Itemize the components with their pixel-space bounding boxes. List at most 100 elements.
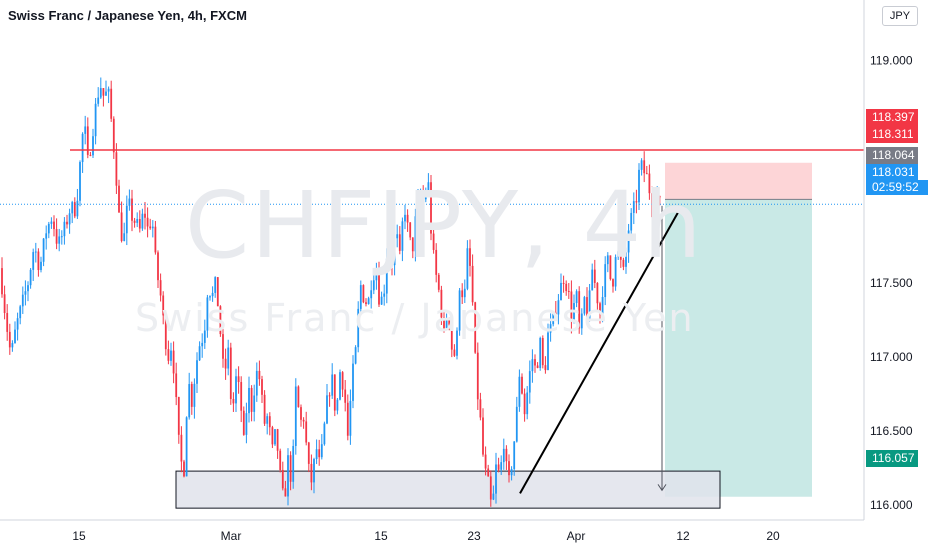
- candle-body-91: [237, 376, 240, 383]
- candle-body-42: [110, 88, 113, 119]
- candle-body-53: [138, 219, 141, 229]
- candle-body-30: [79, 162, 81, 201]
- last-price-tag: 118.064: [866, 147, 918, 164]
- candle-body-20: [53, 221, 55, 230]
- candle-body-63: [164, 315, 167, 350]
- candle-body-106: [276, 429, 279, 451]
- candle-body-142: [370, 290, 373, 299]
- candle-body-121: [315, 449, 318, 460]
- candle-body-191: [497, 464, 500, 470]
- candle-body-220: [573, 303, 575, 322]
- candle-body-189: [492, 493, 495, 500]
- candle-body-179: [466, 248, 469, 289]
- candle-body-215: [560, 282, 562, 301]
- candle-body-250: [651, 193, 653, 218]
- candle-body-240: [625, 252, 627, 267]
- candle-body-159: [414, 216, 417, 252]
- candle-body-225: [586, 297, 588, 321]
- candle-body-241: [627, 230, 630, 253]
- candle-body-245: [638, 169, 640, 203]
- candle-body-152: [396, 234, 399, 239]
- candle-body-101: [263, 394, 266, 424]
- candle-body-75: [196, 360, 198, 384]
- candle-body-181: [471, 265, 474, 303]
- candle-body-73: [190, 384, 193, 407]
- time-tick-label-1: Mar: [221, 529, 242, 543]
- price-tick-label-4: 116.500: [870, 424, 913, 438]
- drawing-overlays[interactable]: [0, 149, 864, 494]
- chart-title: Swiss Franc / Japanese Yen, 4h, FXCM: [8, 8, 247, 23]
- target-price-tag: 116.057: [866, 450, 918, 467]
- candle-body-9: [24, 291, 27, 295]
- candle-body-37: [97, 97, 100, 104]
- candle-body-3: [8, 331, 11, 348]
- candle-body-247: [643, 160, 646, 174]
- candle-body-104: [271, 427, 274, 445]
- candle-body-2: [6, 313, 9, 332]
- candle-body-132: [344, 389, 347, 403]
- candle-body-67: [175, 373, 178, 398]
- candle-body-173: [450, 324, 453, 350]
- candle-body-51: [133, 220, 136, 223]
- candle-body-68: [177, 397, 180, 435]
- candle-body-188: [489, 476, 492, 500]
- candle-body-69: [180, 434, 183, 462]
- candle-body-24: [63, 221, 66, 237]
- candle-body-161: [419, 194, 422, 199]
- candle-body-226: [588, 290, 591, 321]
- candle-body-18: [47, 223, 50, 234]
- price-axis[interactable]: 119.000118.500117.500117.000116.500116.0…: [870, 54, 913, 513]
- candle-body-235: [612, 279, 614, 287]
- candle-body-178: [463, 288, 466, 298]
- candle-body-4: [11, 343, 14, 348]
- candle-body-156: [406, 214, 409, 223]
- candle-body-167: [435, 249, 438, 275]
- candle-body-10: [27, 285, 29, 292]
- time-axis[interactable]: 15 Mar 15 23 Apr 12 20: [72, 529, 780, 543]
- candle-body-128: [333, 374, 336, 411]
- candle-body-5: [14, 329, 16, 344]
- candle-body-206: [536, 365, 539, 368]
- candle-body-223: [580, 313, 583, 329]
- candle-body-135: [352, 363, 354, 401]
- candle-body-204: [531, 359, 534, 372]
- candle-body-202: [526, 392, 529, 415]
- candle-body-134: [349, 400, 352, 436]
- candle-body-11: [29, 269, 32, 286]
- current-price-tag: 118.031: [866, 164, 918, 181]
- candle-body-203: [528, 371, 531, 393]
- candle-body-26: [68, 213, 71, 225]
- candle-body-102: [266, 416, 269, 424]
- candle-body-222: [578, 291, 581, 329]
- candle-body-116: [302, 419, 305, 422]
- candle-body-183: [476, 352, 479, 400]
- price-tick-label-2: 117.500: [870, 276, 913, 290]
- candle-body-171: [445, 318, 448, 329]
- trendline: [519, 208, 681, 494]
- candle-body-208: [541, 337, 544, 366]
- candle-body-147: [383, 293, 386, 297]
- candle-body-105: [274, 429, 276, 445]
- candle-body-177: [461, 290, 464, 298]
- candle-body-118: [307, 442, 310, 464]
- candle-body-238: [619, 251, 622, 260]
- candle-body-31: [81, 133, 84, 163]
- stop-price-tag: 118.311: [866, 126, 918, 143]
- candle-body-65: [170, 350, 172, 361]
- candle-body-103: [268, 416, 271, 428]
- candle-body-144: [375, 273, 378, 281]
- candle-body-217: [565, 283, 568, 291]
- candle-body-141: [367, 298, 370, 305]
- candle-body-129: [336, 399, 339, 411]
- candle-body-108: [281, 469, 284, 489]
- candle-body-0: [1, 268, 3, 295]
- candle-body-186: [484, 454, 487, 469]
- candle-body-79: [206, 297, 209, 331]
- candle-body-251: [653, 207, 656, 218]
- candle-body-157: [409, 222, 412, 238]
- candle-body-229: [596, 282, 599, 304]
- currency-button[interactable]: JPY: [882, 6, 918, 26]
- watermark-symbol: CHFJPY, 4h: [185, 172, 704, 279]
- candle-body-64: [167, 349, 170, 361]
